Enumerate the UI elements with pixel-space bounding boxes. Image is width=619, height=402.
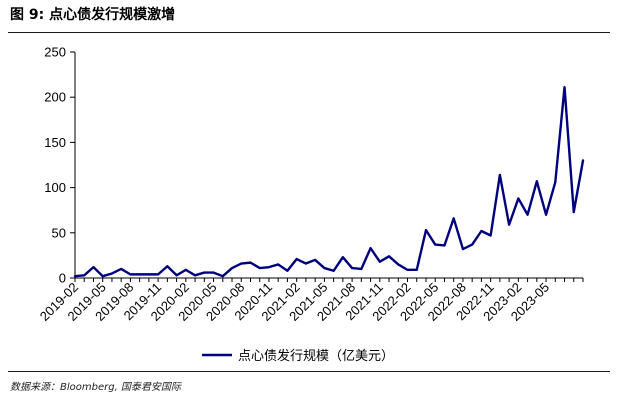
data-point: [351, 267, 354, 270]
x-axis: 2019-022019-052019-082019-112020-022020-…: [37, 277, 584, 324]
data-point: [341, 256, 344, 259]
data-point: [535, 180, 538, 183]
data-point: [471, 243, 474, 246]
data-point: [221, 275, 224, 278]
data-point: [378, 260, 381, 263]
data-point: [203, 271, 206, 274]
data-point: [249, 261, 252, 264]
data-point: [286, 269, 289, 272]
y-tick-label: 200: [44, 90, 66, 105]
data-point: [74, 275, 76, 278]
data-point: [572, 211, 575, 214]
data-point: [517, 197, 520, 200]
data-point: [480, 229, 483, 232]
data-point: [406, 268, 409, 271]
data-point: [526, 213, 529, 216]
data-point: [83, 274, 86, 277]
data-point: [360, 267, 363, 270]
data-point: [267, 266, 270, 269]
data-point: [554, 181, 557, 184]
y-tick-label: 150: [44, 135, 66, 150]
data-point: [332, 269, 335, 272]
y-tick-label: 250: [44, 45, 66, 60]
data-point: [92, 266, 95, 269]
y-tick-label: 0: [59, 271, 66, 286]
data-point: [369, 247, 372, 250]
data-point: [452, 217, 455, 220]
data-point: [434, 243, 437, 246]
y-axis: 0 50 100 150 200 250: [44, 45, 76, 286]
data-point: [147, 273, 150, 276]
bottom-rule: [8, 371, 610, 372]
data-point: [295, 258, 298, 261]
data-point: [563, 86, 566, 89]
data-point: [489, 234, 492, 237]
data-point: [175, 274, 178, 277]
data-point: [397, 263, 400, 266]
data-point: [194, 274, 197, 277]
series-layer: [73, 86, 585, 278]
data-point: [323, 267, 326, 270]
data-point: [101, 275, 104, 278]
data-point: [314, 258, 317, 261]
data-point: [231, 267, 234, 270]
data-point: [498, 173, 501, 176]
data-point: [277, 263, 280, 266]
data-point: [304, 262, 307, 265]
data-point: [110, 272, 113, 275]
legend: 点心债发行规模（亿美元）: [202, 348, 394, 364]
figure-title: 图 9: 点心债发行规模激增: [10, 7, 176, 23]
series-line: [73, 86, 585, 278]
top-rule: [8, 32, 610, 33]
data-point: [157, 273, 160, 276]
y-tick-label: 100: [44, 180, 66, 195]
data-point: [184, 268, 187, 271]
source-note: 数据来源：Bloomberg, 国泰君安国际: [10, 382, 181, 393]
data-point: [545, 213, 548, 216]
data-point: [258, 267, 261, 270]
data-point: [212, 271, 215, 274]
data-point: [443, 244, 446, 247]
data-point: [415, 268, 418, 271]
data-point: [388, 255, 391, 258]
data-point: [138, 273, 141, 276]
data-point: [582, 159, 584, 162]
data-point: [166, 265, 169, 268]
data-point: [461, 248, 464, 251]
data-point: [424, 229, 427, 232]
y-tick-label: 50: [52, 225, 66, 240]
data-point: [240, 262, 243, 265]
legend-label: 点心债发行规模（亿美元）: [238, 348, 394, 364]
data-point: [120, 267, 123, 270]
data-point: [129, 273, 132, 276]
data-point: [508, 223, 511, 226]
